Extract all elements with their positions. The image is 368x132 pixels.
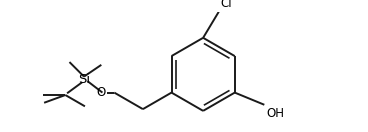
Text: OH: OH (266, 107, 284, 119)
Text: Cl: Cl (220, 0, 232, 10)
Text: O: O (97, 86, 106, 99)
Text: Si: Si (78, 73, 90, 86)
